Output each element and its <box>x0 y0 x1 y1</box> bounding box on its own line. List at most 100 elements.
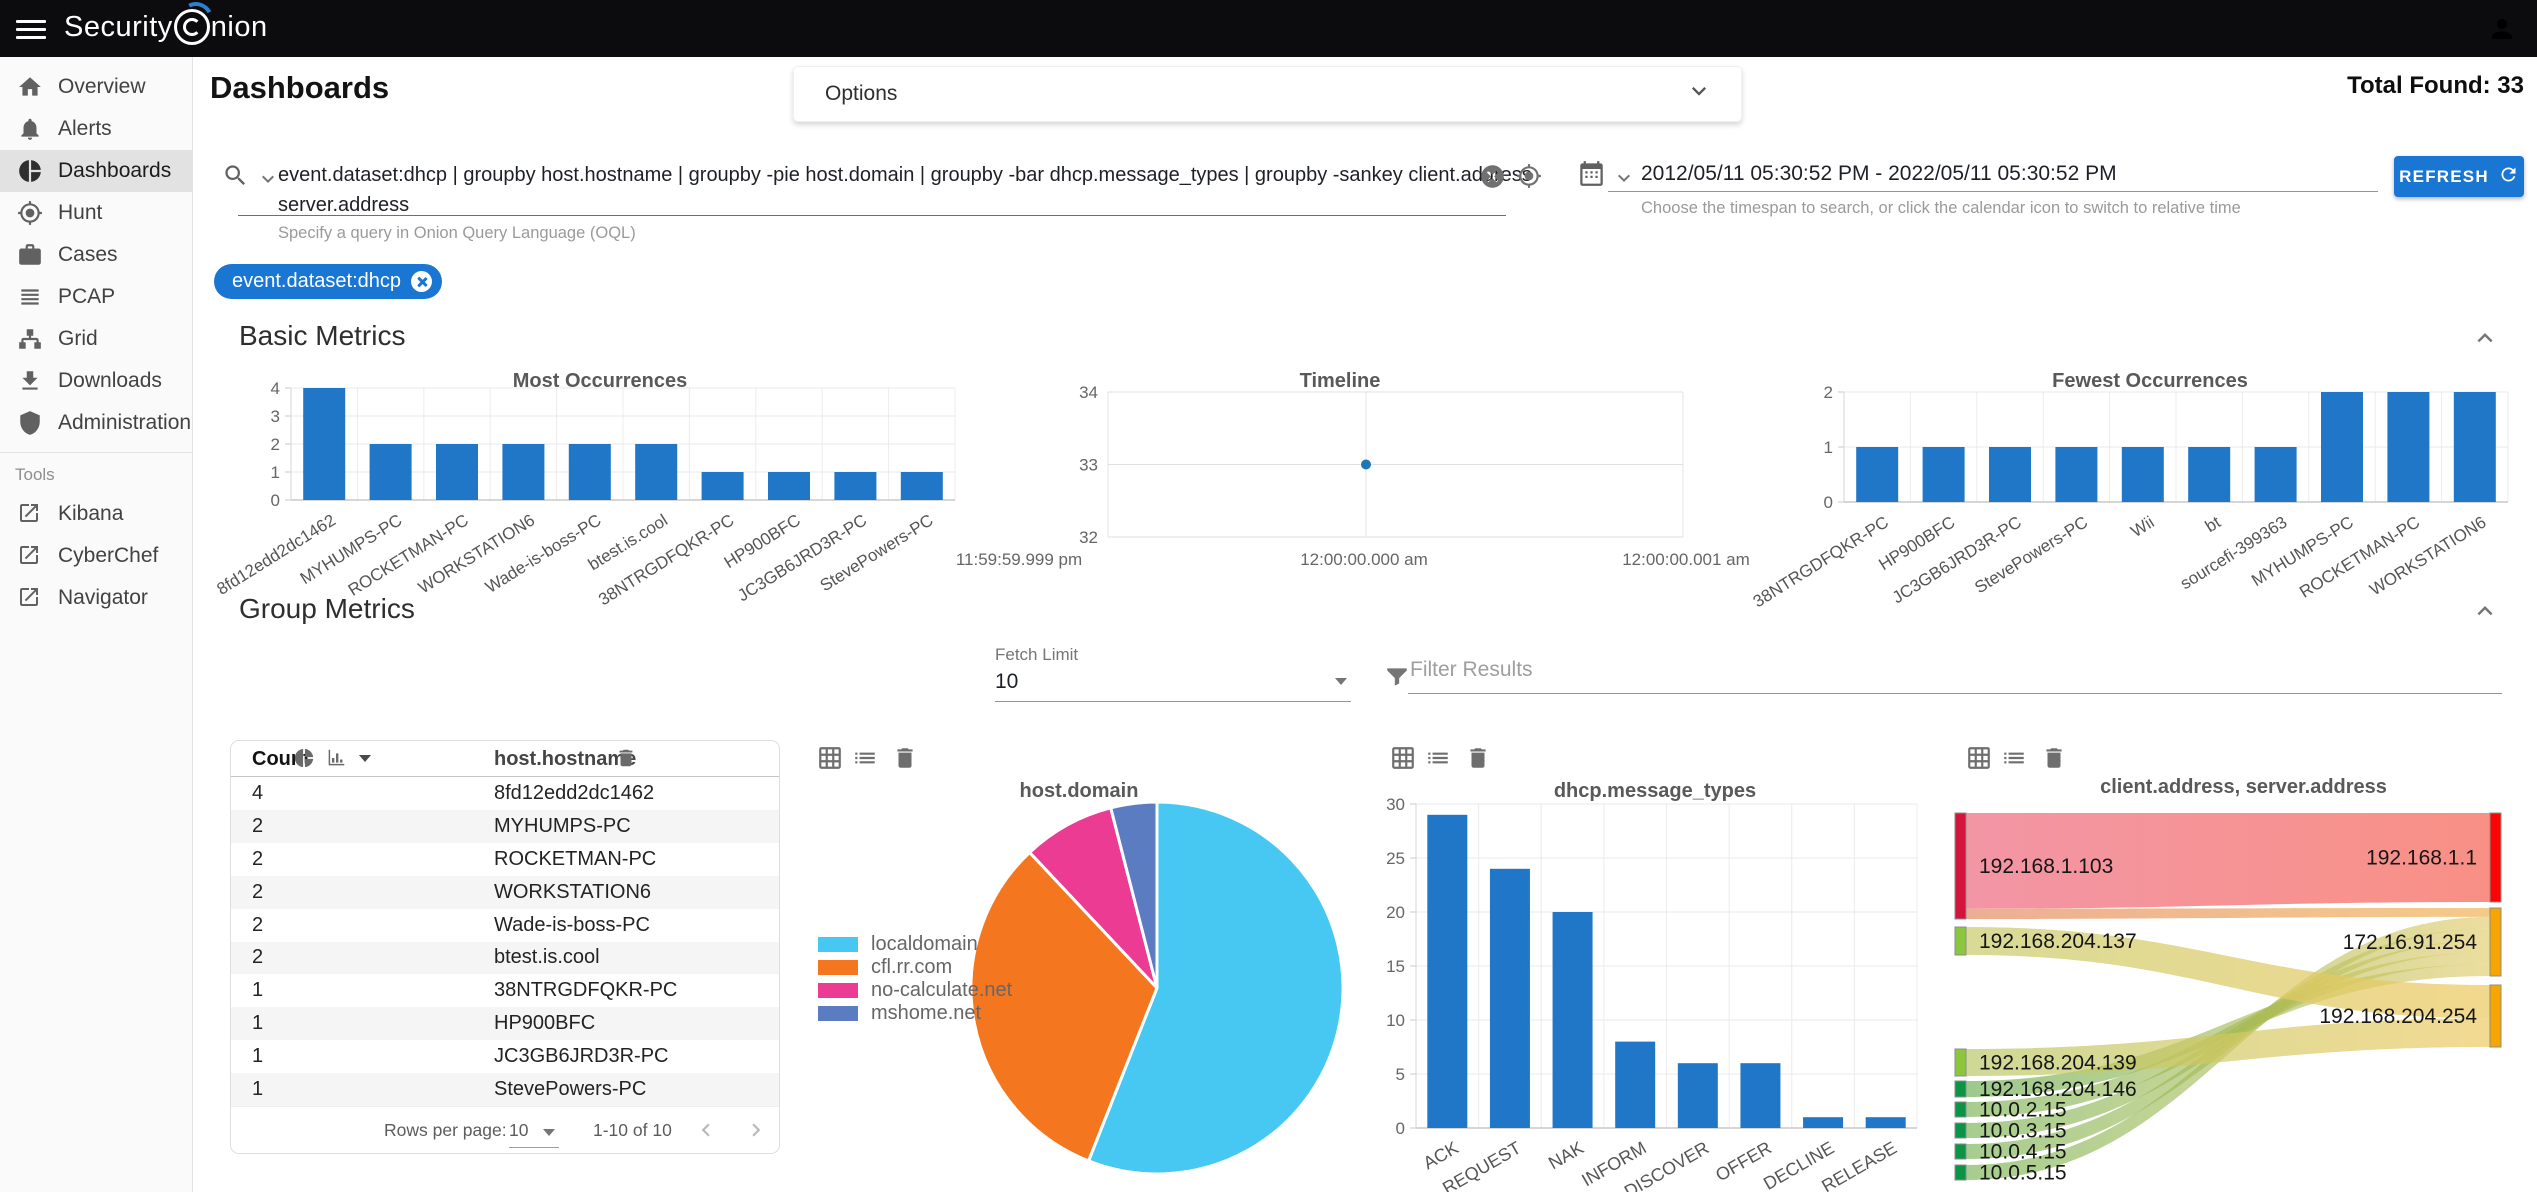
legend-item-no-calculate.net[interactable]: no-calculate.net <box>818 979 1012 1002</box>
sankey-link-192.168.204.146-172.16.91.254[interactable] <box>1966 964 2490 1097</box>
sankey-node-192.168.204.146[interactable] <box>1954 1080 1967 1098</box>
sankey-link-192.168.204.137-192.168.204.254[interactable] <box>1966 927 2490 1019</box>
calendar-icon[interactable] <box>1578 160 1605 192</box>
sankey-node-10.0.4.15[interactable] <box>1954 1143 1967 1160</box>
sidebar-item-grid[interactable]: Grid <box>0 318 192 360</box>
pie-chart-icon[interactable] <box>293 747 315 774</box>
bar-NAK[interactable] <box>1552 912 1593 1128</box>
bar-btest.is.cool[interactable] <box>635 444 678 500</box>
sankey-link-192.168.1.103-192.168.1.1[interactable] <box>1966 813 2490 909</box>
table-row[interactable]: 2 ROCKETMAN-PC <box>231 843 779 876</box>
bar-INFORM[interactable] <box>1615 1041 1656 1128</box>
list-view-icon[interactable] <box>852 745 878 776</box>
clear-query-icon[interactable] <box>1479 163 1506 195</box>
legend-item-mshome.net[interactable]: mshome.net <box>818 1002 1012 1025</box>
bar-HP900BFC[interactable] <box>768 472 810 500</box>
table-row[interactable]: 1 StevePowers-PC <box>231 1073 779 1107</box>
legend-item-localdomain[interactable]: localdomain <box>818 933 1012 956</box>
bar-DISCOVER[interactable] <box>1677 1063 1718 1128</box>
legend-item-cfl.rr.com[interactable]: cfl.rr.com <box>818 956 1012 979</box>
menu-icon[interactable] <box>16 15 46 41</box>
delete-icon[interactable] <box>892 745 918 776</box>
sidebar-item-pcap[interactable]: PCAP <box>0 276 192 318</box>
list-view-icon[interactable] <box>1425 745 1451 776</box>
user-account-icon[interactable] <box>2487 14 2517 49</box>
sidebar-item-dashboards[interactable]: Dashboards <box>0 150 192 192</box>
bar-8fd12edd2dc1462[interactable] <box>303 388 346 500</box>
bar-38NTRGDFQKR-PC[interactable] <box>1856 447 1899 502</box>
pie-slice-cfl.rr.com[interactable] <box>969 850 1159 1163</box>
delete-icon[interactable] <box>615 747 637 774</box>
bar-RELEASE[interactable] <box>1865 1117 1906 1128</box>
table-row[interactable]: 1 HP900BFC <box>231 1007 779 1041</box>
count-column-header[interactable]: Count <box>252 748 310 770</box>
sankey-node-10.0.5.15[interactable] <box>1954 1164 1967 1181</box>
bar-chart-icon[interactable] <box>325 747 347 774</box>
fetch-limit-select[interactable]: Fetch Limit 10 <box>995 645 1351 702</box>
bar-Wade-is-boss-PC[interactable] <box>568 444 611 500</box>
delete-icon[interactable] <box>1465 745 1491 776</box>
sort-caret-icon[interactable] <box>359 755 371 762</box>
bar-REQUEST[interactable] <box>1489 868 1530 1128</box>
hunt-query-icon[interactable] <box>1516 163 1542 194</box>
rows-per-page-select[interactable]: 10 <box>509 1120 560 1148</box>
prev-page-icon[interactable] <box>693 1117 719 1148</box>
sidebar-item-kibana[interactable]: Kibana <box>0 493 192 535</box>
bar-ROCKETMAN-PC[interactable] <box>2387 392 2430 502</box>
sidebar-item-cyberchef[interactable]: CyberChef <box>0 535 192 577</box>
table-row[interactable]: 1 38NTRGDFQKR-PC <box>231 974 779 1007</box>
bar-HP900BFC[interactable] <box>1922 447 1965 502</box>
bar-38NTRGDFQKR-PC[interactable] <box>701 472 744 500</box>
bar-WORKSTATION6[interactable] <box>502 444 545 500</box>
sidebar-item-hunt[interactable]: Hunt <box>0 192 192 234</box>
sidebar-item-administration[interactable]: Administration <box>0 402 192 444</box>
sankey-node-192.168.204.254[interactable] <box>2489 984 2502 1048</box>
date-chevron-icon[interactable] <box>1612 166 1636 195</box>
bar-OFFER[interactable] <box>1740 1063 1781 1128</box>
sidebar-item-alerts[interactable]: Alerts <box>0 108 192 150</box>
table-row[interactable]: 2 MYHUMPS-PC <box>231 809 779 843</box>
bar-DECLINE[interactable] <box>1803 1117 1844 1128</box>
pie-slice-no-calculate.net[interactable] <box>1028 806 1159 990</box>
sankey-link-192.168.204.139-192.168.204.254[interactable] <box>1966 1018 2490 1076</box>
bar-MYHUMPS-PC[interactable] <box>369 444 412 500</box>
table-row[interactable]: 4 8fd12edd2dc1462 <box>231 777 779 810</box>
bar-WORKSTATION6[interactable] <box>2453 392 2496 502</box>
chip-close-icon[interactable] <box>411 271 433 292</box>
bar-ROCKETMAN-PC[interactable] <box>436 444 478 500</box>
pie-slice-mshome.net[interactable] <box>1109 800 1159 990</box>
sankey-node-192.168.204.137[interactable] <box>1954 926 1967 956</box>
bar-Wii[interactable] <box>2121 447 2164 502</box>
options-dropdown[interactable]: Options <box>793 66 1742 122</box>
table-row[interactable]: 2 WORKSTATION6 <box>231 875 779 909</box>
bar-MYHUMPS-PC[interactable] <box>2321 392 2363 502</box>
timespan-input[interactable]: 2012/05/11 05:30:52 PM - 2022/05/11 05:3… <box>1641 162 2117 185</box>
sankey-link-192.168.1.103-172.16.91.254[interactable] <box>1966 908 2490 919</box>
bar-JC3GB6JRD3R-PC[interactable] <box>834 472 877 500</box>
filter-results-input[interactable] <box>1408 658 2502 694</box>
table-row[interactable]: 2 Wade-is-boss-PC <box>231 909 779 942</box>
sankey-node-192.168.1.1[interactable] <box>2489 812 2502 903</box>
table-row[interactable]: 1 JC3GB6JRD3R-PC <box>231 1040 779 1073</box>
bar-bt[interactable] <box>2188 447 2231 502</box>
sankey-node-172.16.91.254[interactable] <box>2489 907 2502 977</box>
query-history-chevron-icon[interactable] <box>256 167 280 196</box>
delete-icon[interactable] <box>2041 745 2067 776</box>
sankey-node-10.0.3.15[interactable] <box>1954 1122 1967 1139</box>
sankey-node-192.168.1.103[interactable] <box>1954 812 1967 920</box>
table-view-icon[interactable] <box>1966 745 1992 776</box>
query-input[interactable]: event.dataset:dhcp | groupby host.hostna… <box>278 164 1532 216</box>
bar-StevePowers-PC[interactable] <box>900 472 943 500</box>
filter-chip[interactable]: event.dataset:dhcp <box>214 264 443 299</box>
timeline-point[interactable] <box>1361 459 1371 470</box>
basic-metrics-collapse-icon[interactable] <box>2470 323 2500 358</box>
next-page-icon[interactable] <box>743 1117 769 1148</box>
bar-StevePowers-PC[interactable] <box>2055 447 2098 502</box>
hostname-column-header[interactable]: host.hostname <box>494 748 637 770</box>
sankey-node-192.168.204.139[interactable] <box>1954 1048 1967 1077</box>
list-view-icon[interactable] <box>2001 745 2027 776</box>
bar-ACK[interactable] <box>1427 814 1468 1128</box>
refresh-button[interactable]: REFRESH <box>2394 156 2524 197</box>
sidebar-item-cases[interactable]: Cases <box>0 234 192 276</box>
pie-slice-localdomain[interactable] <box>1087 800 1345 1176</box>
